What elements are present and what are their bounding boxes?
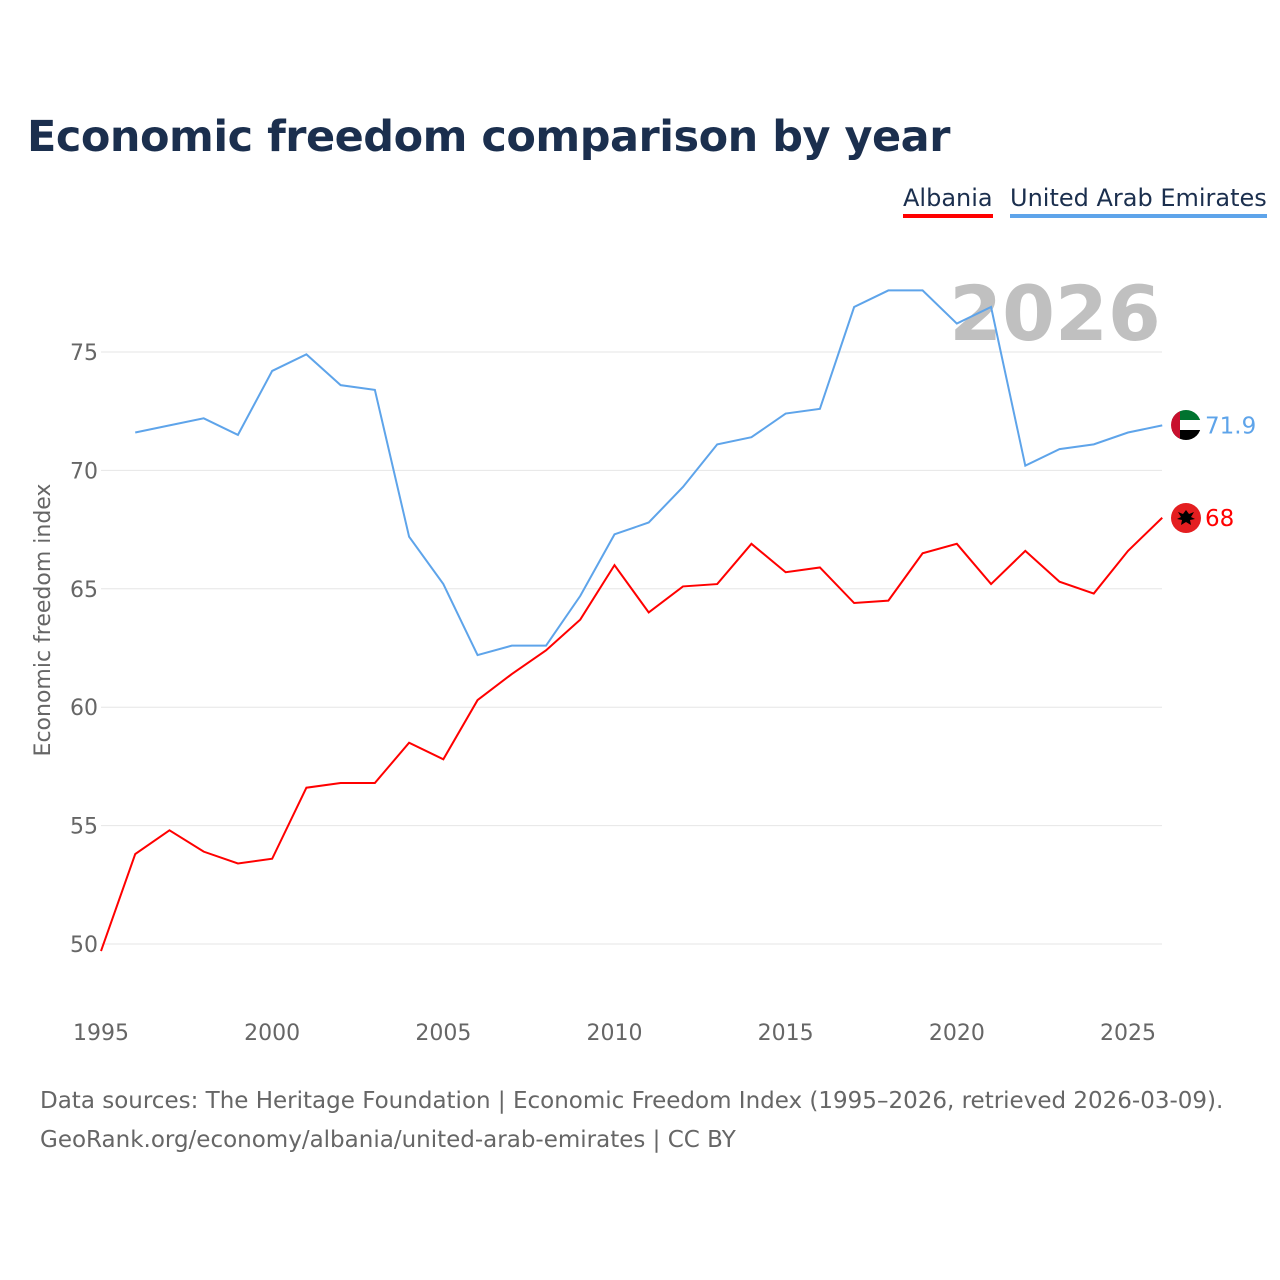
uae-flag-icon bbox=[1171, 410, 1201, 440]
footer-link[interactable]: GeoRank.org/economy/albania/united-arab-… bbox=[40, 1127, 736, 1153]
x-tick-label: 2015 bbox=[758, 1021, 814, 1046]
data-point bbox=[1057, 446, 1063, 452]
data-point bbox=[954, 321, 960, 327]
series-line-uae bbox=[135, 289, 1163, 657]
y-axis-label: Economic freedom index bbox=[31, 484, 56, 757]
data-point bbox=[475, 652, 481, 658]
y-tick-label: 75 bbox=[70, 341, 98, 366]
data-point bbox=[166, 827, 172, 833]
chart-title: Economic freedom comparison by year bbox=[27, 112, 950, 162]
data-point bbox=[269, 368, 275, 374]
data-point bbox=[406, 740, 412, 746]
data-point bbox=[1091, 441, 1097, 447]
data-point bbox=[372, 387, 378, 393]
data-point bbox=[680, 583, 686, 589]
data-point bbox=[1091, 591, 1097, 597]
data-point bbox=[783, 569, 789, 575]
x-tick-label: 2005 bbox=[415, 1021, 471, 1046]
data-point bbox=[954, 541, 960, 547]
x-tick-label: 2010 bbox=[587, 1021, 643, 1046]
series-line-albania bbox=[100, 517, 1163, 952]
data-point bbox=[338, 780, 344, 786]
data-point bbox=[338, 382, 344, 388]
albania-flag-icon bbox=[1171, 503, 1201, 533]
end-value-label: 71.9 bbox=[1205, 413, 1256, 439]
data-point bbox=[1022, 548, 1028, 554]
data-point bbox=[748, 434, 754, 440]
data-point bbox=[714, 581, 720, 587]
data-point bbox=[851, 304, 857, 310]
x-tick-label: 1995 bbox=[73, 1021, 129, 1046]
data-point bbox=[1022, 463, 1028, 469]
y-tick-label: 70 bbox=[70, 459, 98, 484]
data-point bbox=[543, 643, 549, 649]
data-point bbox=[577, 593, 583, 599]
data-point bbox=[372, 780, 378, 786]
data-point bbox=[1125, 548, 1131, 554]
data-point bbox=[646, 609, 652, 615]
year-watermark: 2026 bbox=[949, 269, 1161, 358]
legend-albania[interactable]: Albania bbox=[903, 184, 993, 218]
data-point bbox=[269, 856, 275, 862]
data-point bbox=[988, 581, 994, 587]
data-point bbox=[235, 860, 241, 866]
data-point bbox=[132, 430, 138, 436]
data-point bbox=[783, 411, 789, 417]
data-point bbox=[440, 756, 446, 762]
legend-uae[interactable]: United Arab Emirates bbox=[1010, 184, 1267, 218]
data-point bbox=[509, 643, 515, 649]
data-point bbox=[748, 541, 754, 547]
x-tick-label: 2025 bbox=[1100, 1021, 1156, 1046]
data-point bbox=[98, 948, 104, 954]
y-tick-label: 65 bbox=[70, 578, 98, 603]
data-point bbox=[817, 564, 823, 570]
data-point bbox=[680, 484, 686, 490]
footer-sources: Data sources: The Heritage Foundation | … bbox=[40, 1088, 1224, 1114]
y-tick-label: 50 bbox=[70, 933, 98, 958]
data-point bbox=[612, 531, 618, 537]
data-point bbox=[166, 422, 172, 428]
data-point bbox=[303, 785, 309, 791]
data-point bbox=[132, 851, 138, 857]
end-value-label: 68 bbox=[1205, 506, 1234, 532]
data-point bbox=[646, 519, 652, 525]
data-point bbox=[885, 598, 891, 604]
data-point bbox=[235, 432, 241, 438]
data-point bbox=[577, 617, 583, 623]
x-tick-label: 2000 bbox=[244, 1021, 300, 1046]
data-point bbox=[920, 550, 926, 556]
data-point bbox=[851, 600, 857, 606]
data-point bbox=[440, 581, 446, 587]
data-point bbox=[475, 697, 481, 703]
data-point bbox=[988, 304, 994, 310]
data-point bbox=[714, 441, 720, 447]
data-point bbox=[612, 562, 618, 568]
data-point bbox=[406, 534, 412, 540]
data-point bbox=[1125, 430, 1131, 436]
x-tick-label: 2020 bbox=[929, 1021, 985, 1046]
data-point bbox=[1159, 515, 1165, 521]
data-point bbox=[1159, 422, 1165, 428]
data-point bbox=[201, 849, 207, 855]
data-point bbox=[1057, 579, 1063, 585]
data-point bbox=[303, 351, 309, 357]
data-point bbox=[201, 415, 207, 421]
data-point bbox=[920, 287, 926, 293]
data-point bbox=[885, 287, 891, 293]
y-tick-label: 60 bbox=[70, 696, 98, 721]
data-point bbox=[817, 406, 823, 412]
y-tick-label: 55 bbox=[70, 815, 98, 840]
data-point bbox=[509, 671, 515, 677]
